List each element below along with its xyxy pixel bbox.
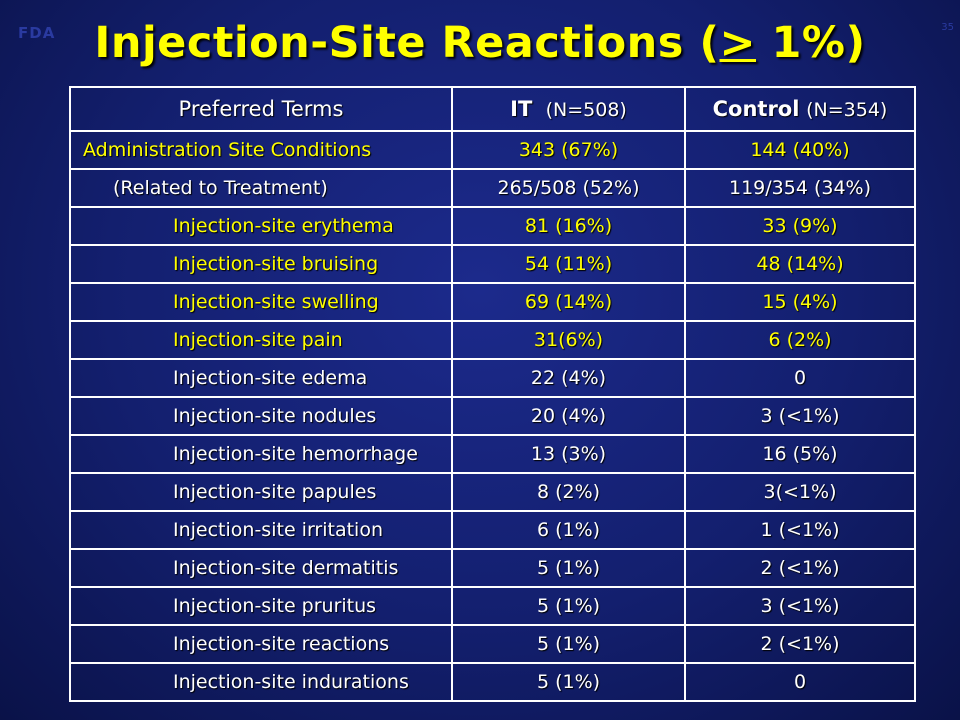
table-row-administration-site: Administration Site Conditions 343 (67%)… [69, 130, 916, 170]
control-cell: 2 (<1%) [684, 624, 916, 664]
term-cell: Injection-site nodules [69, 396, 453, 436]
term-cell: Injection-site irritation [69, 510, 453, 550]
title-ge-symbol: > [719, 18, 757, 68]
term-cell: (Related to Treatment) [69, 168, 453, 208]
header-it-name: IT [510, 97, 533, 121]
term-cell: Injection-site swelling [69, 282, 453, 322]
control-cell: 16 (5%) [684, 434, 916, 474]
table-row: Injection-site swelling 69 (14%) 15 (4%) [69, 282, 916, 322]
control-cell: 2 (<1%) [684, 548, 916, 588]
table-row: Injection-site indurations 5 (1%) 0 [69, 662, 916, 702]
it-cell: 20 (4%) [451, 396, 686, 436]
header-control-name: Control [712, 97, 800, 121]
term-cell: Administration Site Conditions [69, 130, 453, 170]
reactions-table: Preferred Terms IT (N=508) Control (N=35… [69, 86, 916, 702]
table-row: Injection-site irritation 6 (1%) 1 (<1%) [69, 510, 916, 550]
fda-logo: FDA [18, 24, 56, 42]
header-it: IT (N=508) [451, 86, 686, 132]
term-cell: Injection-site pruritus [69, 586, 453, 626]
term-cell: Injection-site bruising [69, 244, 453, 284]
table-row: Injection-site edema 22 (4%) 0 [69, 358, 916, 398]
title-prefix: Injection-Site Reactions ( [94, 18, 720, 68]
it-cell: 343 (67%) [451, 130, 686, 170]
control-cell: 144 (40%) [684, 130, 916, 170]
it-cell: 5 (1%) [451, 586, 686, 626]
header-preferred-terms: Preferred Terms [69, 86, 453, 132]
it-cell: 5 (1%) [451, 662, 686, 702]
term-cell: Injection-site indurations [69, 662, 453, 702]
term-cell: Injection-site papules [69, 472, 453, 512]
term-cell: Injection-site erythema [69, 206, 453, 246]
table-row-related-to-treatment: (Related to Treatment) 265/508 (52%) 119… [69, 168, 916, 208]
table-row: Injection-site hemorrhage 13 (3%) 16 (5%… [69, 434, 916, 474]
term-cell: Injection-site edema [69, 358, 453, 398]
it-cell: 81 (16%) [451, 206, 686, 246]
header-control: Control (N=354) [684, 86, 916, 132]
table-row: Injection-site dermatitis 5 (1%) 2 (<1%) [69, 548, 916, 588]
term-cell: Injection-site reactions [69, 624, 453, 664]
it-cell: 13 (3%) [451, 434, 686, 474]
it-cell: 54 (11%) [451, 244, 686, 284]
table-row: Injection-site nodules 20 (4%) 3 (<1%) [69, 396, 916, 436]
it-cell: 8 (2%) [451, 472, 686, 512]
it-cell: 31(6%) [451, 320, 686, 360]
control-cell: 1 (<1%) [684, 510, 916, 550]
control-cell: 3 (<1%) [684, 396, 916, 436]
term-cell: Injection-site pain [69, 320, 453, 360]
it-cell: 69 (14%) [451, 282, 686, 322]
control-cell: 3(<1%) [684, 472, 916, 512]
it-cell: 265/508 (52%) [451, 168, 686, 208]
control-cell: 15 (4%) [684, 282, 916, 322]
it-cell: 5 (1%) [451, 548, 686, 588]
control-cell: 33 (9%) [684, 206, 916, 246]
control-cell: 0 [684, 358, 916, 398]
header-it-n: (N=508) [545, 99, 627, 121]
it-cell: 5 (1%) [451, 624, 686, 664]
header-control-n: (N=354) [806, 99, 888, 121]
table-row: Injection-site reactions 5 (1%) 2 (<1%) [69, 624, 916, 664]
control-cell: 48 (14%) [684, 244, 916, 284]
header-row: Preferred Terms IT (N=508) Control (N=35… [69, 86, 916, 132]
control-cell: 119/354 (34%) [684, 168, 916, 208]
table-row: Injection-site erythema 81 (16%) 33 (9%) [69, 206, 916, 246]
it-cell: 6 (1%) [451, 510, 686, 550]
table-row: Injection-site bruising 54 (11%) 48 (14%… [69, 244, 916, 284]
term-cell: Injection-site dermatitis [69, 548, 453, 588]
page-number: 35 [941, 22, 954, 33]
title-suffix: 1%) [756, 18, 866, 68]
slide-title: Injection-Site Reactions (> 1%) [0, 18, 960, 68]
control-cell: 6 (2%) [684, 320, 916, 360]
control-cell: 3 (<1%) [684, 586, 916, 626]
term-cell: Injection-site hemorrhage [69, 434, 453, 474]
table-row: Injection-site pain 31(6%) 6 (2%) [69, 320, 916, 360]
control-cell: 0 [684, 662, 916, 702]
it-cell: 22 (4%) [451, 358, 686, 398]
table-row: Injection-site pruritus 5 (1%) 3 (<1%) [69, 586, 916, 626]
table-row: Injection-site papules 8 (2%) 3(<1%) [69, 472, 916, 512]
